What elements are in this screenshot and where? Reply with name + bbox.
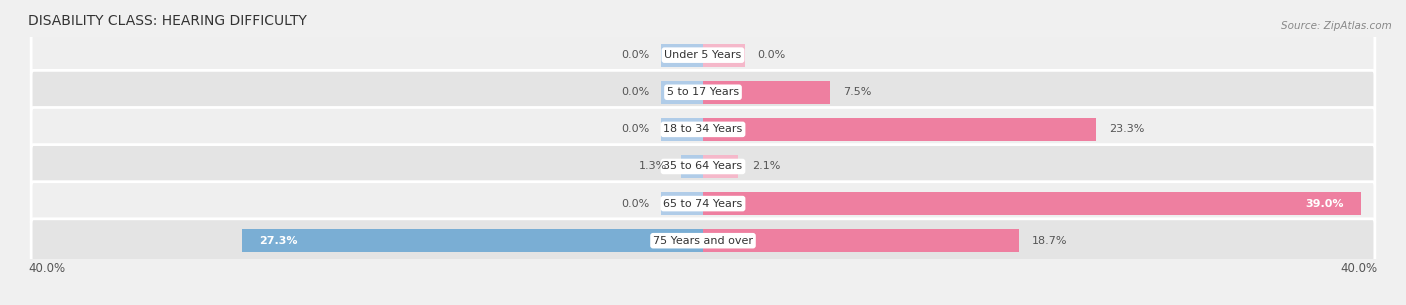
Text: 27.3%: 27.3% — [259, 236, 298, 246]
Text: 5 to 17 Years: 5 to 17 Years — [666, 87, 740, 97]
Bar — [703, 155, 738, 178]
Text: 75 Years and over: 75 Years and over — [652, 236, 754, 246]
Bar — [703, 44, 745, 67]
Bar — [661, 44, 703, 67]
Text: 40.0%: 40.0% — [1341, 262, 1378, 275]
Text: 0.0%: 0.0% — [756, 50, 785, 60]
Text: 0.0%: 0.0% — [621, 124, 650, 135]
Bar — [703, 81, 830, 104]
FancyBboxPatch shape — [31, 182, 1375, 225]
Bar — [703, 229, 1018, 252]
FancyBboxPatch shape — [31, 145, 1375, 188]
Bar — [661, 118, 703, 141]
Bar — [703, 192, 1361, 215]
Bar — [661, 81, 703, 104]
FancyBboxPatch shape — [31, 107, 1375, 151]
Bar — [661, 192, 703, 215]
Text: 40.0%: 40.0% — [28, 262, 65, 275]
Legend: Male, Female: Male, Female — [638, 302, 768, 305]
Text: 23.3%: 23.3% — [1109, 124, 1144, 135]
Bar — [681, 155, 703, 178]
Text: 0.0%: 0.0% — [621, 87, 650, 97]
Text: 35 to 64 Years: 35 to 64 Years — [664, 161, 742, 171]
Text: 7.5%: 7.5% — [844, 87, 872, 97]
Text: 2.1%: 2.1% — [752, 161, 780, 171]
FancyBboxPatch shape — [31, 70, 1375, 114]
FancyBboxPatch shape — [31, 33, 1375, 77]
FancyBboxPatch shape — [31, 219, 1375, 263]
Text: 1.3%: 1.3% — [640, 161, 668, 171]
Text: 18 to 34 Years: 18 to 34 Years — [664, 124, 742, 135]
Text: DISABILITY CLASS: HEARING DIFFICULTY: DISABILITY CLASS: HEARING DIFFICULTY — [28, 15, 307, 28]
Text: 65 to 74 Years: 65 to 74 Years — [664, 199, 742, 209]
Bar — [242, 229, 703, 252]
Text: 0.0%: 0.0% — [621, 50, 650, 60]
Text: Under 5 Years: Under 5 Years — [665, 50, 741, 60]
Text: Source: ZipAtlas.com: Source: ZipAtlas.com — [1281, 21, 1392, 31]
Bar — [703, 118, 1097, 141]
Text: 0.0%: 0.0% — [621, 199, 650, 209]
Text: 18.7%: 18.7% — [1032, 236, 1067, 246]
Text: 39.0%: 39.0% — [1306, 199, 1344, 209]
